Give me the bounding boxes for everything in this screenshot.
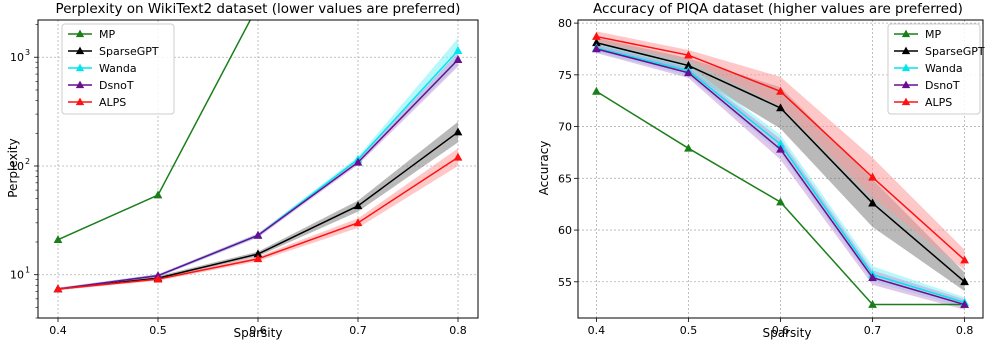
data-point-alps (868, 172, 877, 181)
x-tick-label: 0.6 (772, 324, 790, 337)
data-point-alps (153, 274, 163, 283)
x-tick-label: 0.4 (49, 324, 67, 337)
x-tick-label: 0.6 (249, 324, 267, 337)
legend-label-alps: ALPS (99, 96, 126, 109)
data-point-sparsegpt (353, 201, 363, 210)
y-tick-label: 60 (558, 224, 572, 237)
y-axis-label: Accuracy (537, 141, 551, 196)
y-tick-label: 10 (10, 269, 24, 282)
y-axis-label: Perplexity (6, 138, 20, 198)
plot-area (38, 20, 478, 318)
legend-marker-mp (75, 29, 85, 38)
data-point-sparsegpt (868, 198, 877, 207)
legend-marker-dsnot (901, 80, 911, 89)
legend-label-wanda: Wanda (925, 62, 963, 75)
legend-label-dsnot: DsnoT (99, 79, 134, 92)
y-tick-label: 55 (558, 276, 572, 289)
legend-marker-sparsegpt (901, 46, 911, 55)
y-tick-label: 10 (10, 51, 24, 64)
x-tick-label: 0.4 (588, 324, 606, 337)
x-tick-label: 0.8 (449, 324, 467, 337)
y-tick-label: 80 (558, 17, 572, 30)
legend-marker-alps (75, 97, 85, 106)
x-tick-label: 0.5 (680, 324, 698, 337)
plot-area (578, 20, 983, 318)
data-point-alps (453, 152, 463, 161)
data-point-alps (960, 255, 969, 264)
y-tick-exponent: 1 (25, 266, 30, 275)
data-point-alps (776, 86, 785, 95)
legend-label-dsnot: DsnoT (925, 79, 960, 92)
legend-label-mp: MP (99, 28, 115, 41)
y-tick-label: 70 (558, 121, 572, 134)
data-point-dsnot (592, 44, 601, 53)
x-axis-label: Sparsity (234, 326, 283, 340)
legend-label-alps: ALPS (925, 96, 952, 109)
legend-marker-wanda (901, 63, 911, 72)
data-point-sparsegpt (684, 60, 693, 69)
data-point-dsnot (453, 55, 463, 63)
x-tick-label: 0.7 (864, 324, 882, 337)
data-point-mp (592, 86, 601, 95)
legend-box (887, 23, 981, 115)
legend-label-mp: MP (925, 28, 941, 41)
series-band-alps (596, 31, 965, 271)
data-point-dsnot (353, 157, 363, 166)
legend-marker-mp (901, 29, 911, 38)
data-point-alps (353, 218, 363, 227)
legend-marker-alps (901, 97, 911, 106)
data-point-alps (53, 284, 63, 293)
data-point-alps (592, 31, 601, 40)
legend-marker-sparsegpt (75, 46, 85, 55)
y-tick-label: 65 (558, 172, 572, 185)
y-tick-label: 75 (558, 69, 572, 82)
x-tick-label: 0.8 (956, 324, 974, 337)
data-point-wanda (776, 139, 785, 148)
y-tick-exponent: 2 (25, 157, 30, 166)
y-tick-exponent: 3 (25, 48, 30, 57)
x-tick-label: 0.5 (149, 324, 167, 337)
data-point-mp (868, 299, 877, 308)
x-tick-label: 0.7 (349, 324, 367, 337)
data-point-dsnot (960, 299, 969, 308)
chart-title: Perplexity on WikiText2 dataset (lower v… (56, 1, 461, 17)
data-point-sparsegpt (453, 127, 463, 136)
legend-marker-wanda (75, 63, 85, 72)
legend-label-wanda: Wanda (99, 62, 137, 75)
legend-label-sparsegpt: SparseGPT (925, 45, 985, 58)
legend-label-sparsegpt: SparseGPT (99, 45, 159, 58)
data-point-sparsegpt (776, 103, 785, 112)
x-axis-label: Sparsity (763, 326, 812, 340)
data-point-mp (53, 235, 63, 243)
data-point-sparsegpt (253, 249, 263, 258)
data-point-alps (253, 254, 263, 263)
chart-title: Accuracy of PIQA dataset (higher values … (593, 1, 963, 17)
data-point-mp (153, 190, 163, 199)
data-point-mp (776, 197, 785, 206)
data-point-mp (684, 143, 693, 152)
data-point-dsnot (868, 273, 877, 281)
data-point-alps (684, 50, 693, 59)
data-point-sparsegpt (960, 277, 969, 286)
data-point-sparsegpt (592, 38, 601, 47)
legend-box (61, 23, 175, 115)
data-point-wanda (453, 46, 463, 54)
data-point-dsnot (684, 68, 693, 77)
data-point-dsnot (776, 144, 785, 153)
data-point-dsnot (253, 230, 263, 239)
legend-marker-dsnot (75, 80, 85, 89)
y-tick-label: 10 (10, 160, 24, 173)
